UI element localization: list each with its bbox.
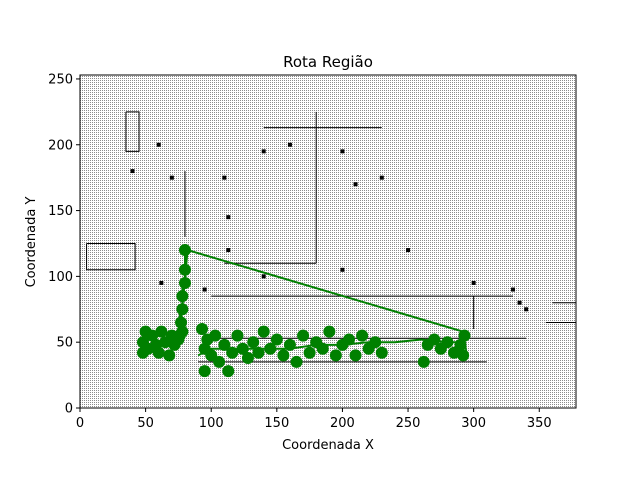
- route-point: [316, 342, 329, 355]
- plot-area: [80, 75, 576, 408]
- route-point: [176, 303, 189, 316]
- x-tick-label: 50: [137, 416, 154, 431]
- map-obstacle: [169, 175, 174, 180]
- plot-frame: [79, 74, 577, 409]
- map-obstacle: [159, 280, 164, 285]
- y-axis: 0 50 100 150 200 250: [48, 72, 80, 417]
- route-point: [176, 290, 189, 303]
- route-point: [447, 346, 460, 359]
- map-obstacle: [353, 182, 358, 187]
- map-obstacle: [130, 169, 135, 174]
- x-tick-label: 200: [330, 416, 355, 431]
- route-point: [252, 346, 265, 359]
- y-tick-label: 50: [56, 336, 73, 351]
- map-obstacle: [202, 287, 207, 292]
- map-obstacle: [379, 175, 384, 180]
- route-point: [264, 342, 277, 355]
- route-point: [277, 349, 290, 362]
- route-point: [178, 276, 191, 289]
- route-point: [218, 338, 231, 351]
- route-point: [454, 338, 467, 351]
- series-layer: [136, 244, 471, 378]
- route-point: [178, 263, 191, 276]
- route-point: [173, 329, 186, 342]
- route-point: [241, 351, 254, 364]
- y-tick-label: 250: [48, 72, 73, 87]
- route-point: [205, 349, 218, 362]
- route-point: [247, 336, 260, 349]
- y-tick-label: 200: [48, 138, 73, 153]
- map-obstacle: [222, 175, 227, 180]
- route-point: [209, 329, 222, 342]
- map-obstacle: [226, 248, 231, 253]
- route-point: [198, 365, 211, 378]
- route-point: [236, 342, 249, 355]
- route-point: [329, 349, 342, 362]
- map-obstacle: [406, 248, 411, 253]
- route-point: [356, 329, 369, 342]
- map-obstacle: [340, 267, 345, 272]
- x-axis: 0 50 100 150 200 250 300 350: [76, 408, 552, 431]
- route-point: [163, 349, 176, 362]
- route-point: [323, 325, 336, 338]
- map-obstacle: [261, 274, 266, 279]
- x-axis-title: Coordenada X: [282, 438, 374, 453]
- route-point: [146, 329, 159, 342]
- route-point: [428, 333, 441, 346]
- route-point: [290, 355, 303, 368]
- occupancy-grid-background: [80, 75, 576, 408]
- map-obstacle: [156, 142, 161, 147]
- map-obstacle: [517, 300, 522, 305]
- y-tick-label: 0: [65, 402, 73, 417]
- route-point: [283, 338, 296, 351]
- x-tick-label: 100: [199, 416, 224, 431]
- route-point: [196, 323, 209, 336]
- route-point: [303, 346, 316, 359]
- map-obstacle: [226, 215, 231, 220]
- route-point: [257, 325, 270, 338]
- route-point: [349, 349, 362, 362]
- chart-title: Rota Região: [283, 53, 373, 71]
- route-point: [155, 325, 168, 338]
- route-point: [270, 333, 283, 346]
- route-point: [226, 346, 239, 359]
- route-point: [441, 336, 454, 349]
- route-point: [457, 349, 470, 362]
- x-tick-label: 150: [264, 416, 289, 431]
- x-tick-label: 0: [76, 416, 84, 431]
- map-obstacle: [471, 280, 476, 285]
- x-tick-label: 300: [461, 416, 486, 431]
- route-point: [231, 329, 244, 342]
- map-wall: [125, 111, 140, 152]
- map-obstacle: [261, 149, 266, 154]
- y-tick-label: 150: [48, 204, 73, 219]
- map-obstacle: [287, 142, 292, 147]
- route-point: [222, 365, 235, 378]
- y-axis-title: Coordenada Y: [24, 197, 39, 288]
- route-point: [458, 329, 471, 342]
- route-point: [297, 329, 310, 342]
- x-tick-label: 250: [396, 416, 421, 431]
- route-point: [178, 244, 191, 257]
- route-point: [175, 316, 188, 329]
- route-point: [342, 333, 355, 346]
- route-point: [417, 355, 430, 368]
- y-tick-label: 100: [48, 270, 73, 285]
- map-obstacle: [511, 287, 516, 292]
- map-wall: [86, 242, 136, 271]
- map-obstacle: [524, 307, 529, 312]
- route-point: [152, 346, 165, 359]
- route-point: [213, 355, 226, 368]
- map-obstacle: [340, 149, 345, 154]
- route-point: [369, 336, 382, 349]
- x-tick-label: 350: [527, 416, 552, 431]
- route-point: [375, 346, 388, 359]
